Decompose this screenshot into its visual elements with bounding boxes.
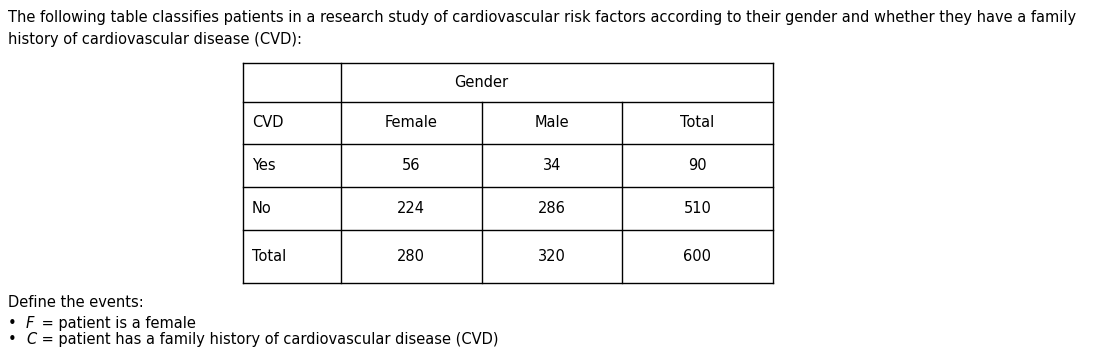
Text: C: C <box>26 332 36 347</box>
Text: 56: 56 <box>402 158 420 173</box>
Text: •: • <box>8 316 16 331</box>
Text: = patient is a female: = patient is a female <box>37 316 196 331</box>
Text: history of cardiovascular disease (CVD):: history of cardiovascular disease (CVD): <box>8 32 302 47</box>
Text: 90: 90 <box>688 158 706 173</box>
Text: Yes: Yes <box>252 158 275 173</box>
Text: F: F <box>26 316 34 331</box>
Text: 600: 600 <box>683 249 712 264</box>
Text: CVD: CVD <box>252 116 283 131</box>
Text: Gender: Gender <box>454 75 509 90</box>
Text: 34: 34 <box>543 158 561 173</box>
Text: Male: Male <box>534 116 569 131</box>
Text: 280: 280 <box>397 249 426 264</box>
Text: No: No <box>252 201 272 216</box>
Text: 286: 286 <box>538 201 566 216</box>
Text: 510: 510 <box>683 201 712 216</box>
Text: Total: Total <box>680 116 714 131</box>
Text: Female: Female <box>385 116 438 131</box>
Text: = patient has a family history of cardiovascular disease (CVD): = patient has a family history of cardio… <box>37 332 498 347</box>
Text: •: • <box>8 332 16 347</box>
Text: 224: 224 <box>397 201 426 216</box>
Text: The following table classifies patients in a research study of cardiovascular ri: The following table classifies patients … <box>8 10 1076 25</box>
Text: 320: 320 <box>538 249 566 264</box>
Text: Define the events:: Define the events: <box>8 295 144 310</box>
Text: Total: Total <box>252 249 286 264</box>
